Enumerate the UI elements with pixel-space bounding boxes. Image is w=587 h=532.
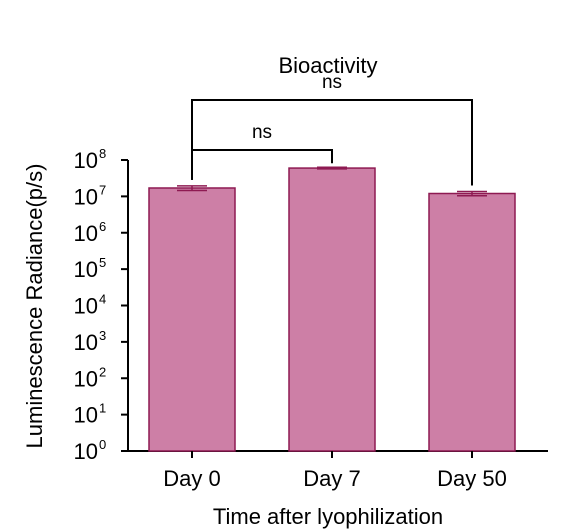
y-tick-label: 10	[74, 148, 98, 173]
y-tick-label: 10	[74, 294, 98, 319]
y-tick-label: 10	[74, 366, 98, 391]
bar	[148, 187, 236, 452]
y-tick-exponent: 4	[99, 292, 106, 307]
y-tick-exponent: 3	[99, 328, 106, 343]
y-axis-label: Luminescence Radiance(p/s)	[22, 164, 47, 449]
x-tick-labels: Day 0 Day 7 Day 50	[163, 451, 507, 491]
bars	[148, 167, 516, 452]
significance-label: ns	[252, 122, 272, 143]
chart-title: Bioactivity	[278, 53, 377, 78]
significance-label: ns	[322, 72, 342, 93]
y-tick-label: 10	[74, 257, 98, 282]
bar	[428, 192, 516, 452]
y-tick-label: 10	[74, 221, 98, 246]
x-tick-label: Day 0	[163, 466, 220, 491]
significance-brackets: ns ns	[191, 72, 473, 186]
y-tick-exponent: 2	[99, 364, 106, 379]
y-tick-exponent: 0	[99, 437, 106, 452]
y-tick-exponent: 5	[99, 255, 106, 270]
x-tick-label: Day 50	[437, 466, 507, 491]
y-tick-label: 10	[74, 184, 98, 209]
y-tick-exponent: 7	[99, 182, 106, 197]
y-tick-label: 10	[74, 403, 98, 428]
significance-bracket	[191, 99, 473, 186]
y-tick-exponent: 1	[99, 401, 106, 416]
y-tick-label: 10	[74, 439, 98, 464]
y-tick-exponent: 8	[99, 146, 106, 161]
x-tick-label: Day 7	[303, 466, 360, 491]
y-tick-exponent: 6	[99, 219, 106, 234]
bar	[288, 167, 376, 452]
error-bars	[177, 166, 487, 197]
x-axis-label: Time after lyophilization	[213, 504, 443, 529]
y-tick-label: 10	[74, 330, 98, 355]
